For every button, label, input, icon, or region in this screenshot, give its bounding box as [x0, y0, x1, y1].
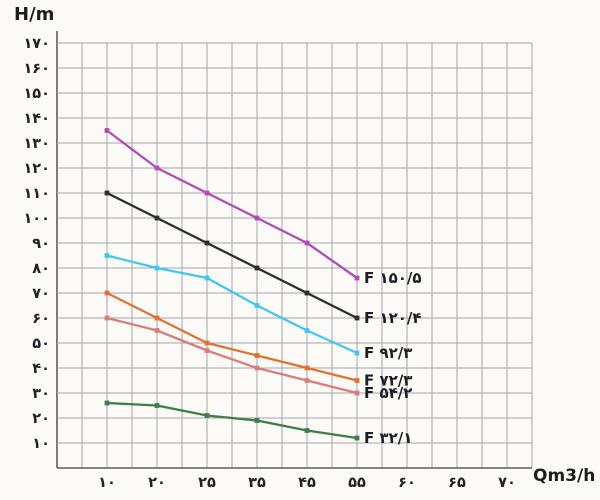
- y-tick-label: ۴۰: [32, 361, 50, 377]
- y-tick-label: ۱۱۰: [23, 186, 50, 202]
- y-axis-title: H/m: [14, 4, 55, 25]
- series-marker: [254, 365, 260, 371]
- y-tick-label: ۷۰: [32, 286, 50, 302]
- series-label-F-92-3: F ۹۲/۳: [364, 344, 412, 362]
- series-marker: [204, 413, 210, 418]
- series-marker: [254, 303, 260, 308]
- series-label-F-32-1: F ۳۲/۱: [364, 429, 412, 447]
- series-marker: [104, 128, 110, 133]
- series-marker: [154, 165, 160, 171]
- series-marker: [204, 240, 210, 246]
- series-marker: [204, 190, 210, 196]
- series-line-F-32-1: [105, 401, 359, 440]
- series-marker: [304, 378, 310, 383]
- x-tick-label: ۲۰: [148, 475, 166, 491]
- series-marker: [354, 378, 360, 383]
- y-tick-label: ۱۵۰: [23, 86, 50, 102]
- x-tick-label: ۲۵: [198, 475, 216, 491]
- series-marker: [354, 275, 360, 281]
- series-marker: [254, 215, 260, 221]
- y-tick-label: ۸۰: [32, 261, 50, 277]
- series-label-F-72-3: F ۷۲/۳: [364, 372, 412, 390]
- x-tick-label: ۵۵: [348, 475, 366, 491]
- series-marker: [354, 315, 360, 321]
- series-marker: [104, 290, 110, 296]
- y-tick-label: ۲۰: [32, 411, 50, 427]
- series-marker: [154, 215, 160, 221]
- x-tick-label: ۶۵: [448, 475, 466, 491]
- y-tick-label: ۱۳۰: [23, 136, 50, 152]
- y-tick-label: ۱۶۰: [23, 61, 50, 77]
- series-marker: [154, 265, 160, 271]
- series-marker: [254, 265, 260, 271]
- series-marker: [204, 275, 210, 281]
- series-marker: [204, 348, 210, 353]
- series-line-F-120-4: [105, 191, 359, 320]
- series-label-F-150-5: F ۱۵۰/۵: [364, 269, 422, 287]
- series-marker: [304, 428, 310, 433]
- series-marker: [354, 435, 360, 441]
- y-tick-label: ۱۰۰: [23, 211, 50, 227]
- series-label-F-54-2: F ۵۴/۲: [364, 384, 412, 402]
- x-tick-label: ۱۰: [98, 475, 116, 491]
- x-tick-label: ۳۵: [248, 475, 266, 491]
- series-marker: [104, 190, 110, 196]
- series-line-F-54-2: [105, 316, 359, 395]
- y-tick-label: ۱۲۰: [23, 161, 50, 177]
- series-marker: [104, 253, 110, 258]
- x-tick-label: ۷۰: [498, 475, 516, 491]
- x-tick-label: ۶۰: [398, 475, 416, 491]
- x-axis-title: Qm3/h: [533, 466, 596, 486]
- series-marker: [304, 290, 310, 296]
- y-tick-label: ۹۰: [32, 236, 50, 252]
- y-tick-label: ۱۴۰: [23, 111, 50, 127]
- series-marker: [104, 315, 110, 321]
- series-marker: [254, 418, 260, 423]
- series-marker: [304, 365, 310, 371]
- series-marker: [304, 240, 310, 246]
- series-line-F-92-3: [105, 254, 359, 355]
- series-marker: [154, 328, 160, 333]
- grid: [56, 31, 533, 469]
- series-marker: [354, 390, 360, 396]
- series-marker: [104, 400, 110, 406]
- y-tick-label: ۱۰: [32, 436, 50, 452]
- y-tick-label: ۶۰: [32, 311, 50, 327]
- x-tick-label: ۴۵: [298, 475, 316, 491]
- series-line-F-72-3: [105, 291, 359, 382]
- series-marker: [354, 350, 360, 356]
- series-marker: [254, 353, 260, 358]
- y-tick-label: ۳۰: [32, 386, 50, 402]
- series-marker: [154, 403, 160, 408]
- y-tick-label: ۵۰: [32, 336, 50, 352]
- series-line-F-150-5: [105, 129, 359, 280]
- series-marker: [154, 315, 160, 321]
- series-marker: [304, 328, 310, 333]
- y-tick-label: ۱۷۰: [23, 36, 50, 52]
- series-label-F-120-4: F ۱۲۰/۴: [364, 309, 422, 327]
- series-marker: [204, 340, 210, 346]
